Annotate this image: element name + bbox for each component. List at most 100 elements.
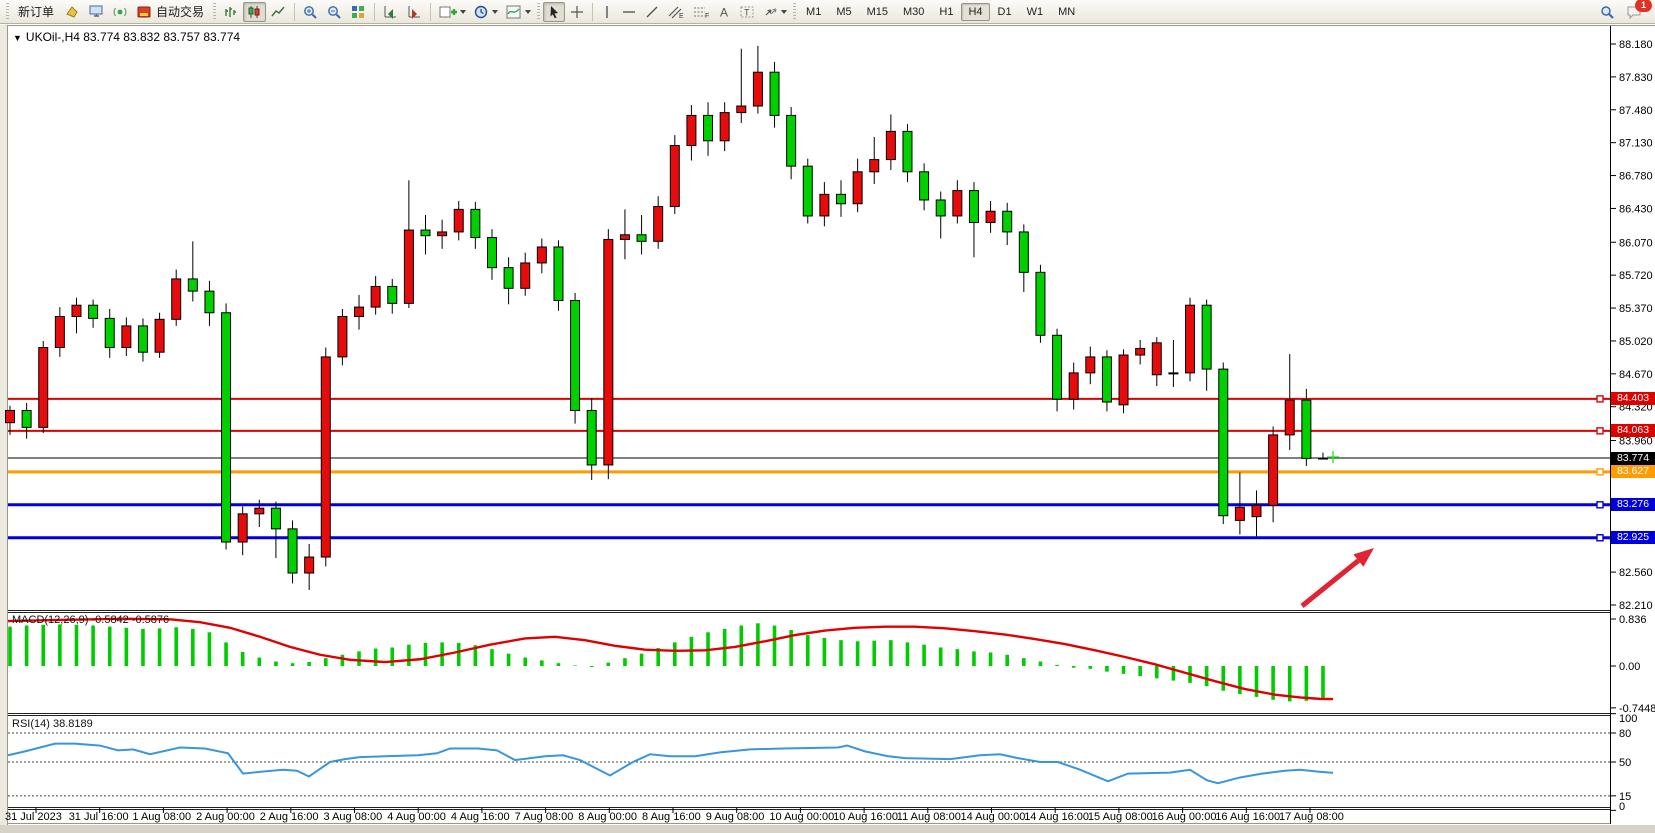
candle[interactable] xyxy=(187,278,198,292)
candle[interactable] xyxy=(968,190,979,224)
candle[interactable] xyxy=(570,300,581,411)
chart-shift-icon[interactable] xyxy=(403,2,426,22)
trendline-icon[interactable] xyxy=(641,2,663,22)
candle[interactable] xyxy=(852,171,863,205)
timeframe-button-MN[interactable]: MN xyxy=(1058,5,1076,18)
search-icon[interactable] xyxy=(1596,2,1619,22)
candle[interactable] xyxy=(686,114,697,146)
candle[interactable] xyxy=(54,316,65,349)
chat-icon[interactable]: 1 xyxy=(1623,0,1652,22)
text-icon[interactable]: A xyxy=(714,2,735,22)
candle[interactable] xyxy=(5,409,15,424)
candle[interactable] xyxy=(486,237,497,269)
zoom-out-icon[interactable] xyxy=(323,2,346,22)
candle[interactable] xyxy=(1101,356,1112,403)
candle[interactable] xyxy=(137,325,148,353)
candle[interactable] xyxy=(952,190,963,217)
candle[interactable] xyxy=(403,229,414,304)
fibonacci-icon[interactable]: F xyxy=(689,2,713,22)
candle[interactable] xyxy=(769,71,780,116)
candle[interactable] xyxy=(1068,372,1079,400)
candle[interactable] xyxy=(1018,231,1029,273)
candle[interactable] xyxy=(287,528,298,574)
candle[interactable] xyxy=(304,556,315,574)
candle[interactable] xyxy=(104,317,115,349)
line-chart-icon[interactable] xyxy=(267,2,290,22)
candle[interactable] xyxy=(354,306,365,318)
candle[interactable] xyxy=(121,325,132,349)
crosshair-icon[interactable] xyxy=(566,2,588,22)
toolbar-grip[interactable] xyxy=(6,2,9,21)
candle[interactable] xyxy=(586,409,597,466)
price-line-tag[interactable]: 84.063 xyxy=(1611,424,1655,438)
candle[interactable] xyxy=(1284,399,1295,436)
new-order-button[interactable]: 新订单 xyxy=(12,2,60,22)
candle[interactable] xyxy=(985,210,996,224)
candle[interactable] xyxy=(320,356,331,558)
candle[interactable] xyxy=(1118,354,1129,406)
timeframe-button-M1[interactable]: M1 xyxy=(806,5,822,18)
candle[interactable] xyxy=(237,513,248,543)
monitor-icon[interactable] xyxy=(85,2,108,22)
candle[interactable] xyxy=(1251,504,1262,518)
line-anchor-marker[interactable] xyxy=(1596,534,1604,542)
candle[interactable] xyxy=(802,165,813,217)
chart-dropdown-icon[interactable]: ▼ xyxy=(13,33,22,43)
timeframe-button-H1[interactable]: H1 xyxy=(939,5,954,18)
toolbar-grip[interactable] xyxy=(537,2,541,21)
timeframe-button-M15[interactable]: M15 xyxy=(866,5,888,18)
annotation-arrow-head[interactable] xyxy=(1353,548,1374,567)
candle[interactable] xyxy=(736,105,747,114)
candle[interactable] xyxy=(154,318,165,353)
candle[interactable] xyxy=(935,199,946,217)
candle[interactable] xyxy=(619,234,630,240)
candle[interactable] xyxy=(1301,399,1312,459)
toolbar-grip[interactable] xyxy=(793,2,797,21)
price-line-tag[interactable]: 83.627 xyxy=(1611,465,1655,479)
candle[interactable] xyxy=(1002,210,1013,233)
timeframe-button-M5[interactable]: M5 xyxy=(836,5,852,18)
text-label-icon[interactable]: T xyxy=(736,2,759,22)
candlestick-icon[interactable] xyxy=(243,1,267,22)
candle[interactable] xyxy=(836,193,846,205)
line-anchor-marker[interactable] xyxy=(1596,427,1604,435)
candle[interactable] xyxy=(337,316,348,358)
periods-clock-icon[interactable] xyxy=(470,2,501,22)
bar-chart-icon[interactable] xyxy=(219,2,242,22)
price-line-tag[interactable]: 83.276 xyxy=(1611,498,1655,512)
price-line-tag[interactable]: 82.925 xyxy=(1611,531,1655,545)
channel-icon[interactable]: E xyxy=(664,2,688,22)
shapes-icon[interactable] xyxy=(760,2,790,22)
candle[interactable] xyxy=(919,171,930,201)
candle[interactable] xyxy=(470,208,481,239)
candle[interactable] xyxy=(1268,434,1279,506)
candle[interactable] xyxy=(520,262,531,289)
line-anchor-marker[interactable] xyxy=(1596,395,1604,403)
candle[interactable] xyxy=(1052,334,1063,400)
candle[interactable] xyxy=(1218,368,1229,517)
annotation-arrow[interactable] xyxy=(1300,558,1360,608)
candle[interactable] xyxy=(171,278,182,320)
candle[interactable] xyxy=(786,114,797,167)
candle[interactable] xyxy=(603,238,614,466)
candle[interactable] xyxy=(1151,342,1162,376)
candle[interactable] xyxy=(819,193,830,217)
candle[interactable] xyxy=(221,312,232,543)
candle[interactable] xyxy=(453,208,464,233)
candle[interactable] xyxy=(254,507,265,515)
new-chart-icon[interactable] xyxy=(435,2,469,22)
candle[interactable] xyxy=(1168,372,1179,375)
candle[interactable] xyxy=(703,114,714,142)
candle[interactable] xyxy=(719,112,730,142)
candle[interactable] xyxy=(420,229,431,237)
candle[interactable] xyxy=(71,304,82,318)
candle[interactable] xyxy=(1317,457,1328,460)
candle[interactable] xyxy=(88,304,99,319)
candle[interactable] xyxy=(204,290,215,314)
toolbar-grip[interactable] xyxy=(213,2,217,21)
notification-badge[interactable]: 1 xyxy=(1635,0,1652,12)
candle[interactable] xyxy=(38,347,49,428)
candle[interactable] xyxy=(21,409,32,428)
candle[interactable] xyxy=(437,231,448,237)
candle[interactable] xyxy=(370,285,381,308)
